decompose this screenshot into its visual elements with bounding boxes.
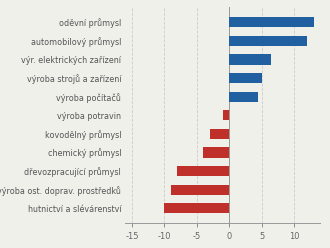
Bar [203,147,229,158]
Bar [171,185,229,195]
Bar [229,54,271,65]
Bar [210,129,229,139]
Bar [229,73,262,83]
Bar [177,166,229,176]
Bar [229,17,314,28]
Bar [223,110,229,121]
Bar [229,92,258,102]
Bar [164,203,229,213]
Bar [229,36,307,46]
